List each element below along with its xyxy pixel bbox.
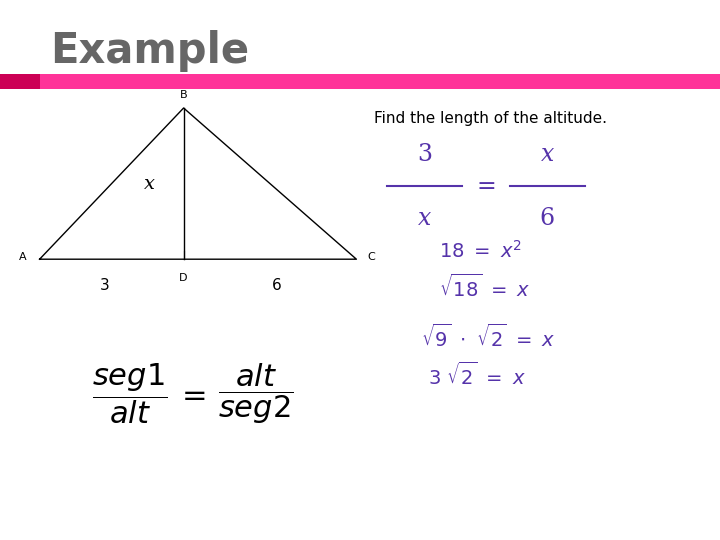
Text: x: x — [144, 174, 155, 193]
Text: x: x — [541, 143, 554, 166]
Text: $3\ \sqrt{2}\ =\ x$: $3\ \sqrt{2}\ =\ x$ — [428, 362, 526, 389]
Text: 6: 6 — [272, 278, 282, 293]
Text: C: C — [367, 252, 375, 261]
Text: D: D — [179, 273, 188, 283]
Text: $\sqrt{9}\ \cdot\ \sqrt{2}\ =\ x$: $\sqrt{9}\ \cdot\ \sqrt{2}\ =\ x$ — [421, 324, 556, 351]
Text: $\sqrt{18}\ =\ x$: $\sqrt{18}\ =\ x$ — [439, 274, 531, 301]
Bar — [40, 74, 720, 89]
Text: 3: 3 — [418, 143, 432, 166]
Text: B: B — [180, 90, 187, 100]
Text: $\dfrac{alt}{seg2}$: $\dfrac{alt}{seg2}$ — [218, 362, 293, 427]
Text: 3: 3 — [99, 278, 109, 293]
Text: $=$: $=$ — [176, 379, 206, 410]
Bar — [0, 74, 40, 89]
Text: =: = — [476, 175, 496, 198]
Text: Find the length of the altitude.: Find the length of the altitude. — [374, 111, 608, 126]
Text: $18\ =\ x^2$: $18\ =\ x^2$ — [439, 240, 522, 262]
Text: 6: 6 — [539, 207, 555, 230]
Text: Example: Example — [50, 30, 250, 72]
Text: x: x — [418, 207, 431, 230]
Text: $\dfrac{seg1}{alt}$: $\dfrac{seg1}{alt}$ — [92, 362, 167, 427]
Text: A: A — [19, 252, 27, 261]
